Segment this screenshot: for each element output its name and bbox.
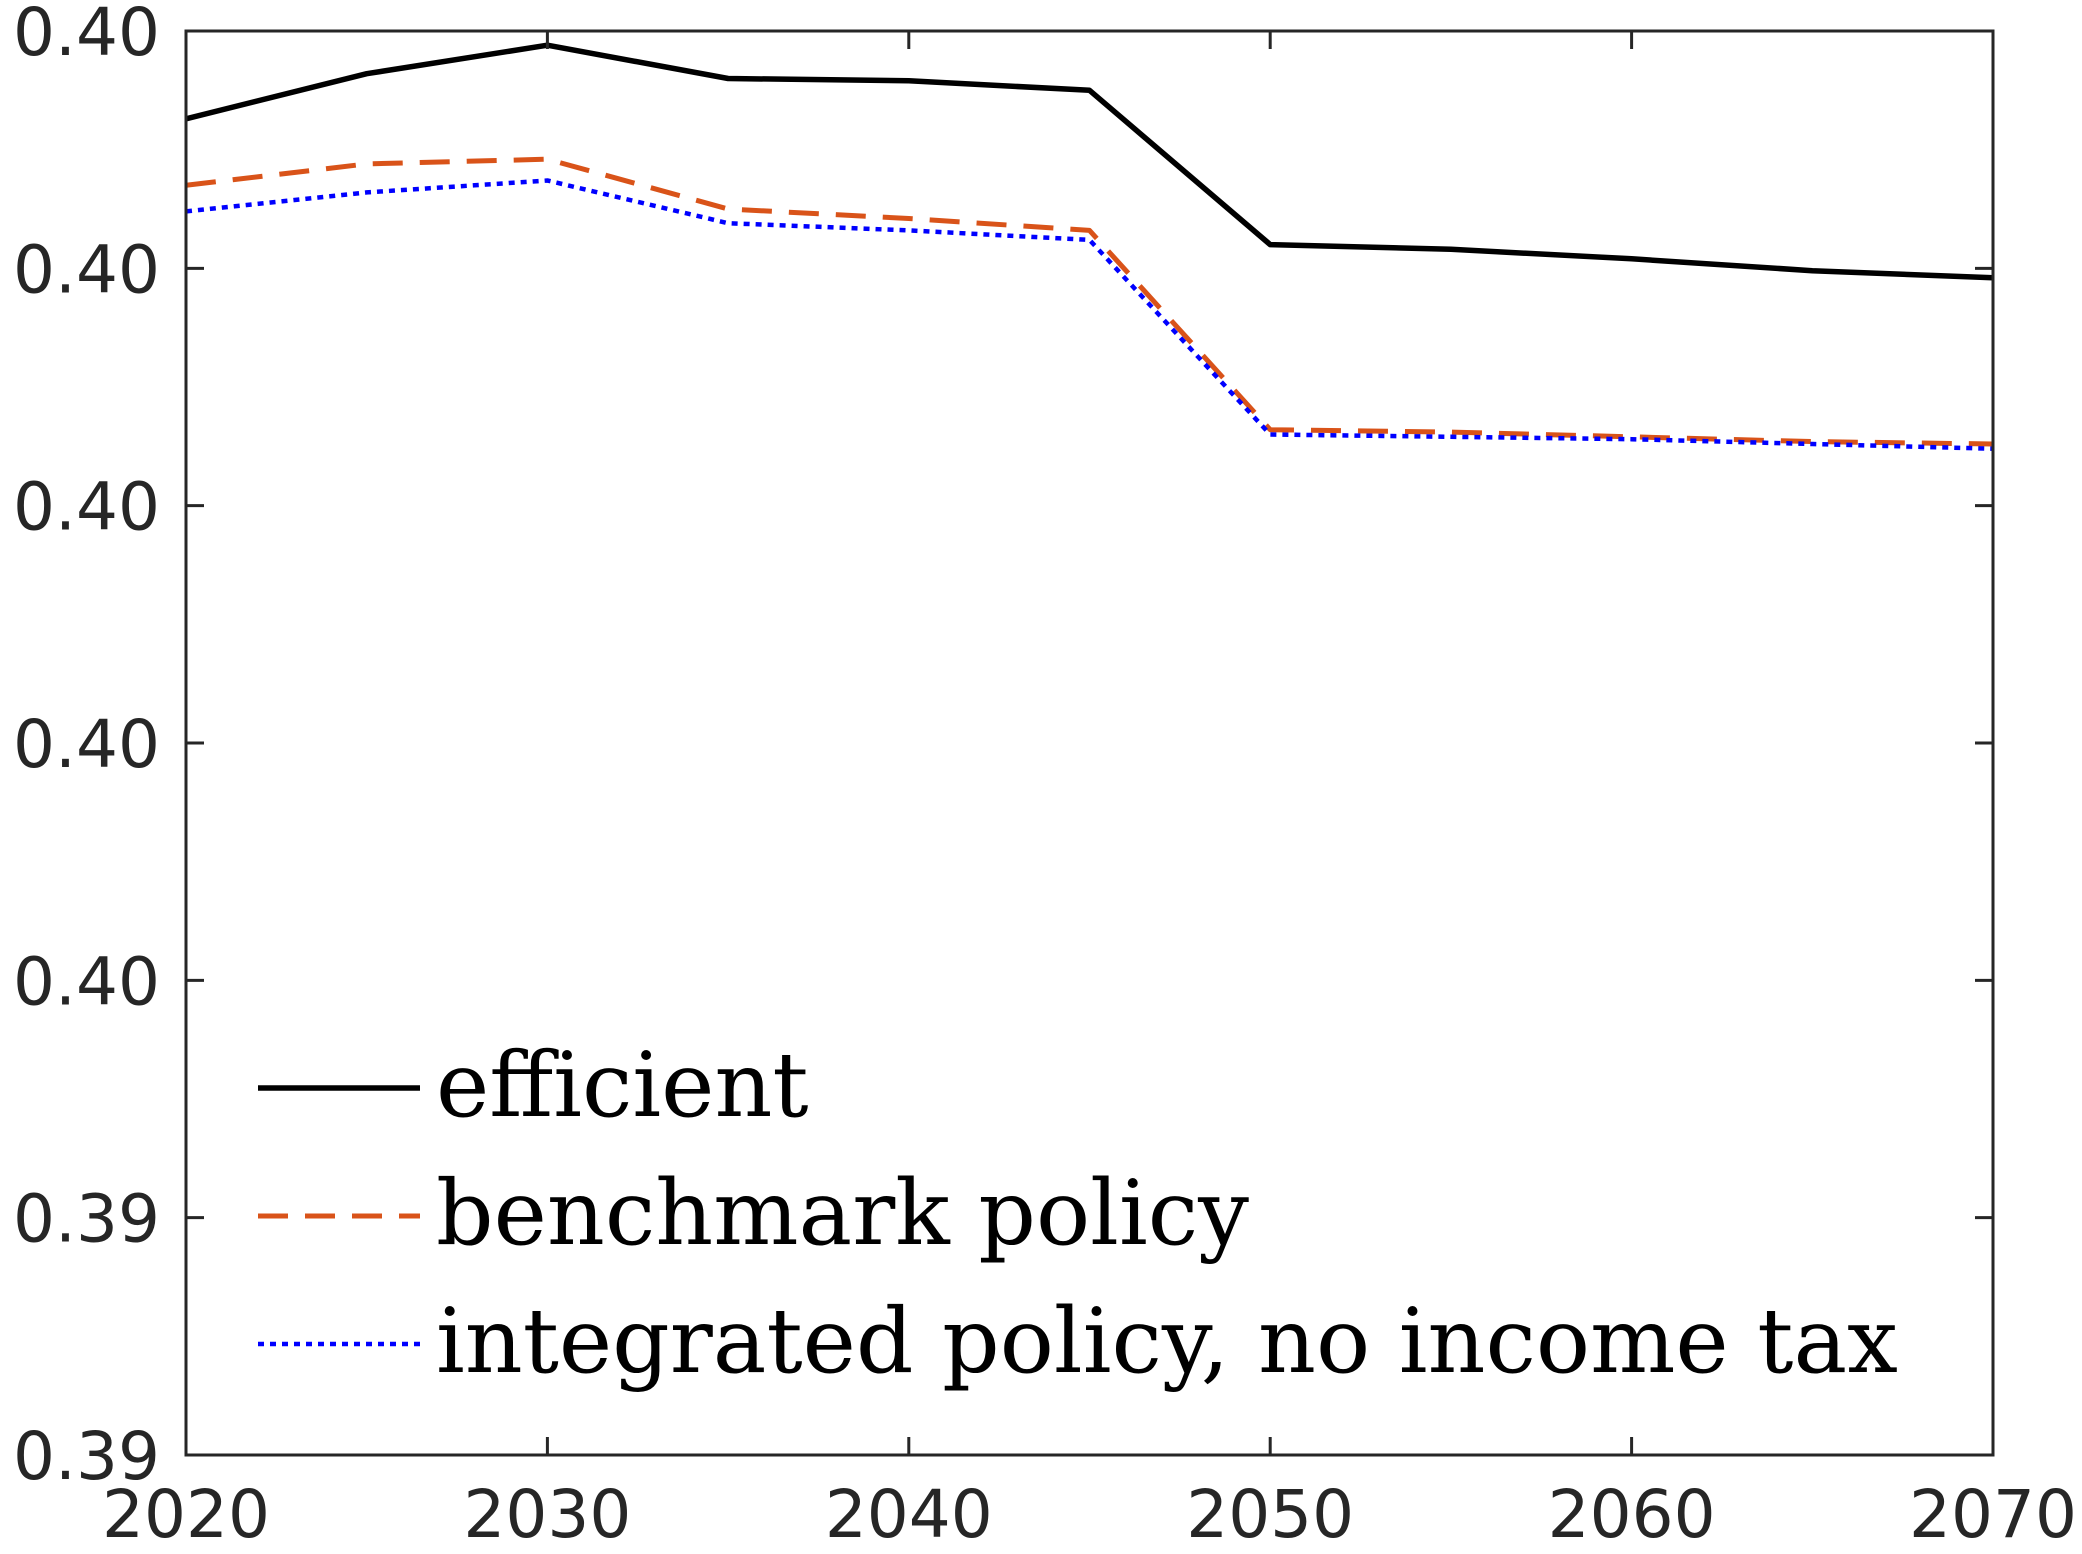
legend-label-0: efficient — [436, 1033, 809, 1138]
series-line-2 — [186, 178, 1993, 451]
series-layer — [186, 42, 1993, 451]
x-tick-label: 2040 — [825, 1476, 993, 1553]
legend-label-1: benchmark policy — [436, 1161, 1249, 1266]
y-tick-label: 0.39 — [13, 1418, 160, 1495]
y-tick-label: 0.40 — [13, 231, 160, 308]
x-tick-label: 2030 — [463, 1476, 631, 1553]
x-tick-label: 2070 — [1909, 1476, 2077, 1553]
x-tick-label: 2060 — [1548, 1476, 1716, 1553]
legend: efficient benchmark policy integrated poli… — [258, 1033, 1898, 1394]
y-tick-label: 0.40 — [13, 706, 160, 783]
x-tick-label: 2050 — [1186, 1476, 1354, 1553]
y-tick-label: 0.40 — [13, 469, 160, 546]
series-line-0 — [186, 42, 1993, 281]
y-tick-label: 0.40 — [13, 0, 160, 71]
legend-label-2: integrated policy, no income tax — [436, 1289, 1898, 1394]
y-tick-label: 0.40 — [13, 943, 160, 1020]
x-tick-label: 2020 — [102, 1476, 270, 1553]
series-line-1 — [186, 156, 1993, 447]
axes-layer: 2020 2030 2040 2050 2060 2070 0.39 0.39 0.40 0.40… — [13, 0, 2077, 1553]
y-tick-label: 0.39 — [13, 1181, 160, 1258]
